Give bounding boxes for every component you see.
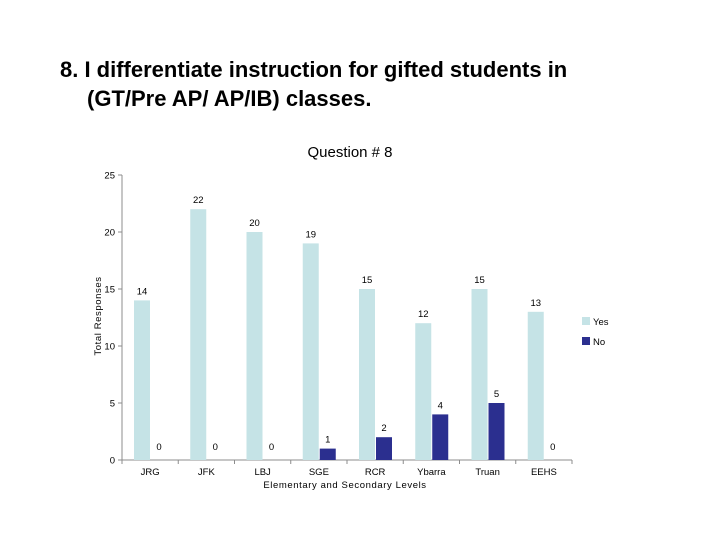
data-label: 2 (381, 423, 386, 434)
data-label: 15 (474, 275, 485, 286)
y-axis-label: Total Responses (93, 276, 104, 355)
x-tick-label: Truan (475, 467, 499, 478)
legend-label-no: No (593, 337, 605, 348)
x-tick-label: JRG (141, 467, 160, 478)
chart-bars (134, 209, 544, 460)
bar-no-ybarra (432, 414, 449, 460)
y-tick-label: 20 (104, 228, 115, 239)
bar-yes-truan (471, 289, 488, 460)
data-label: 15 (362, 275, 373, 286)
x-tick-label: Ybarra (417, 467, 446, 478)
y-tick-label: 15 (104, 285, 115, 296)
bar-yes-sge (302, 243, 319, 460)
data-label: 0 (550, 442, 555, 453)
bar-yes-jrg (134, 300, 150, 460)
y-tick-label: 25 (104, 171, 115, 182)
data-label: 20 (249, 218, 260, 229)
legend-label-yes: Yes (593, 317, 609, 328)
x-tick-label: JFK (198, 467, 216, 478)
data-label: 0 (156, 442, 161, 453)
data-label: 1 (325, 435, 330, 446)
x-tick-label: LBJ (254, 467, 271, 478)
data-label: 13 (530, 298, 541, 309)
y-tick-label: 10 (104, 342, 115, 353)
bar-yes-eehs (527, 311, 544, 460)
data-label: 22 (193, 195, 204, 206)
legend-swatch-no (582, 337, 590, 345)
bar-no-rcr (376, 437, 392, 460)
x-tick-label: EEHS (531, 467, 557, 478)
x-tick-labels: JRG JFK LBJ SGE RCR Ybarra Truan EEHS (141, 467, 557, 478)
y-tick-labels: 0 5 10 15 20 25 (104, 171, 115, 467)
data-label: 19 (305, 229, 316, 240)
data-label: 0 (213, 442, 218, 453)
y-tick-label: 5 (110, 399, 115, 410)
x-axis-label: Elementary and Secondary Levels (263, 480, 426, 491)
slide-title-line-1: 8. I differentiate instruction for gifte… (60, 57, 568, 82)
bar-yes-jfk (190, 209, 207, 460)
bar-no-truan (488, 403, 505, 460)
bar-yes-rcr (359, 289, 375, 460)
slide-title-line-2: (GT/Pre AP/ AP/IB) classes. (87, 86, 372, 111)
data-label: 0 (269, 442, 274, 453)
bar-yes-ybarra (415, 323, 432, 460)
x-tick-label: RCR (365, 467, 386, 478)
y-tick-label: 0 (110, 456, 115, 467)
chart-legend: Yes No (582, 317, 609, 348)
x-tick-label: SGE (309, 467, 329, 478)
data-label: 12 (418, 309, 429, 320)
legend-swatch-yes (582, 317, 590, 325)
bar-no-sge (319, 448, 336, 460)
chart-title: Question # 8 (307, 144, 392, 161)
data-label: 14 (137, 286, 148, 297)
bar-yes-lbj (246, 232, 263, 460)
data-label: 5 (494, 389, 499, 400)
data-label: 4 (438, 400, 443, 411)
slide-title: 8. I differentiate instruction for gifte… (60, 55, 700, 113)
